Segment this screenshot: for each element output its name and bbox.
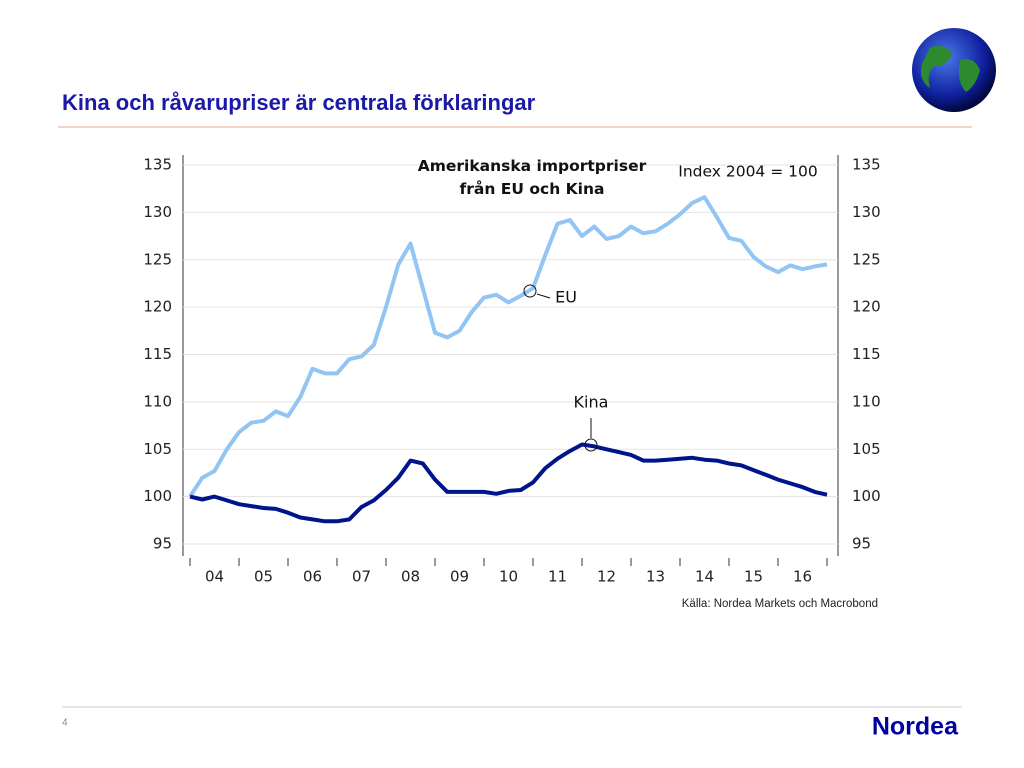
series-label: Kina [574, 393, 609, 412]
x-tick-label: 13 [646, 568, 665, 586]
y-tick-label: 115 [143, 345, 172, 363]
y-tick-label-right: 115 [852, 345, 881, 363]
x-tick-label: 04 [205, 568, 224, 586]
y-tick-label-right: 120 [852, 298, 881, 316]
y-tick-label: 105 [143, 440, 172, 458]
chart-title: Amerikanska importpriser från EU och Kin… [417, 157, 647, 198]
x-tick-label: 14 [695, 568, 714, 586]
y-tick-label-right: 110 [852, 392, 881, 410]
series-label: EU [555, 288, 577, 307]
y-tick-label-right: 95 [852, 535, 871, 553]
x-tick-label: 11 [548, 568, 567, 586]
label-marker [584, 438, 598, 452]
page-number: 4 [62, 718, 68, 729]
series-line [189, 442, 828, 524]
x-tick-label: 15 [744, 568, 763, 586]
x-tick-label: 12 [597, 568, 616, 586]
label-marker [523, 284, 537, 298]
x-tick-label: 09 [450, 568, 469, 586]
y-tick-label: 120 [143, 298, 172, 316]
x-tick-label: 07 [352, 568, 371, 586]
y-tick-label: 95 [153, 535, 172, 553]
label-leader [536, 293, 551, 299]
y-tick-label: 130 [143, 203, 172, 221]
x-tick-label: 08 [401, 568, 420, 586]
x-tick-label: 16 [793, 568, 812, 586]
x-tick-label: 10 [499, 568, 518, 586]
logo: Nordea [872, 713, 959, 741]
series-line [188, 195, 828, 498]
y-tick-label: 110 [143, 392, 172, 410]
y-tick-label: 125 [143, 250, 172, 268]
y-tick-label-right: 100 [852, 487, 881, 505]
y-tick-label-right: 130 [852, 203, 881, 221]
chart-subtitle: Index 2004 = 100 [678, 163, 817, 181]
y-tick-label-right: 135 [852, 156, 881, 174]
x-tick-label: 05 [254, 568, 273, 586]
y-tick-label: 100 [143, 487, 172, 505]
y-tick-label: 135 [143, 156, 172, 174]
y-tick-label-right: 125 [852, 250, 881, 268]
slide-title: Kina och råvarupriser är centrala förkla… [62, 90, 536, 115]
source: Källa: Nordea Markets och Macrobond [682, 598, 878, 610]
x-tick-label: 06 [303, 568, 322, 586]
y-tick-label-right: 105 [852, 440, 881, 458]
globe-icon [912, 28, 996, 112]
